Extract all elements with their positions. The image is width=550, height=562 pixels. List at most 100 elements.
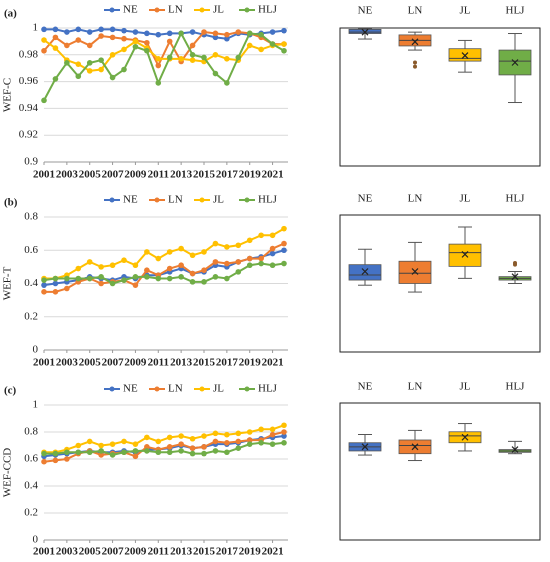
data-point (132, 282, 139, 288)
data-point (52, 450, 59, 457)
data-point (64, 449, 70, 456)
data-point (201, 54, 207, 61)
data-point (86, 275, 93, 282)
x-tick-label: 2021 (262, 546, 284, 558)
box-panel-frame (339, 214, 541, 353)
legend-label: LN (168, 194, 183, 206)
data-point (258, 426, 264, 433)
data-point (235, 430, 242, 437)
data-point (246, 441, 253, 447)
legend-label: JL (213, 194, 224, 206)
data-point (212, 52, 219, 58)
data-point (41, 37, 47, 43)
data-point (109, 26, 116, 33)
data-point (144, 39, 150, 46)
data-point (258, 440, 264, 446)
legend-marker (109, 386, 115, 392)
x-tick-label: 2003 (56, 169, 79, 181)
data-point (212, 30, 219, 37)
data-point (98, 442, 104, 449)
data-point (281, 429, 287, 435)
category-label: HLJ (506, 193, 526, 205)
data-point (41, 289, 47, 295)
data-point (132, 38, 139, 45)
y-tick-label: 0.4 (24, 277, 38, 289)
data-point (189, 279, 196, 285)
data-point (52, 76, 59, 82)
series-line (44, 424, 285, 454)
legend-label: HLJ (258, 383, 278, 395)
data-point (86, 68, 93, 74)
data-point (98, 280, 104, 287)
y-tick-label: 0 (33, 534, 39, 546)
data-point (144, 47, 150, 54)
legend-label: HLJ (258, 4, 278, 16)
x-tick-label: 2001 (33, 357, 55, 369)
data-point (109, 441, 116, 447)
data-point (281, 47, 287, 54)
data-point (258, 46, 264, 53)
data-point (109, 262, 116, 269)
data-point (98, 448, 104, 454)
category-label: NE (358, 381, 373, 393)
data-point (41, 26, 47, 33)
legend-label: NE (123, 194, 138, 206)
data-point (258, 232, 264, 239)
data-point (166, 275, 173, 282)
legend-marker (154, 7, 160, 13)
data-point (132, 441, 139, 447)
data-point (189, 252, 196, 259)
data-point (75, 73, 82, 80)
x-tick-label: 2007 (102, 169, 125, 181)
x-tick-label: 2007 (102, 546, 125, 558)
data-point (269, 245, 276, 252)
data-point (212, 430, 219, 437)
data-point (121, 277, 127, 283)
data-point (75, 442, 82, 449)
data-point (144, 448, 150, 454)
data-point (64, 42, 70, 49)
data-point (235, 54, 242, 61)
data-point (166, 449, 173, 456)
data-point (224, 260, 230, 267)
data-point (121, 46, 127, 53)
data-point (64, 275, 70, 282)
data-point (281, 240, 287, 247)
x-tick-label: 2017 (216, 169, 239, 181)
data-point (75, 265, 82, 272)
data-point (75, 275, 82, 282)
data-point (269, 232, 276, 239)
box (348, 264, 382, 281)
data-point (166, 444, 173, 450)
data-point (201, 433, 207, 439)
legend-marker (109, 7, 115, 13)
data-point (166, 434, 173, 441)
y-tick-label: 0.94 (19, 102, 39, 114)
x-tick-label: 2011 (148, 546, 169, 558)
data-point (281, 27, 287, 34)
x-tick-label: 2021 (262, 357, 284, 369)
series-line (44, 28, 285, 40)
data-point (41, 450, 47, 457)
legend-marker (199, 386, 205, 392)
data-point (224, 275, 230, 282)
data-point (144, 434, 150, 441)
x-tick-label: 2015 (193, 357, 216, 369)
data-point (281, 433, 287, 439)
data-point (189, 42, 196, 49)
y-tick-label: 0.9 (24, 156, 38, 168)
mean-marker (411, 268, 419, 275)
data-point (52, 45, 59, 51)
data-point (132, 274, 139, 280)
data-point (155, 449, 162, 456)
outlier (413, 64, 417, 69)
data-point (178, 433, 184, 439)
data-point (212, 259, 219, 265)
data-point (235, 445, 242, 452)
data-point (155, 62, 162, 69)
category-label: LN (408, 5, 423, 17)
data-point (155, 275, 162, 282)
data-point (178, 245, 184, 252)
x-tick-label: 2005 (79, 357, 102, 369)
